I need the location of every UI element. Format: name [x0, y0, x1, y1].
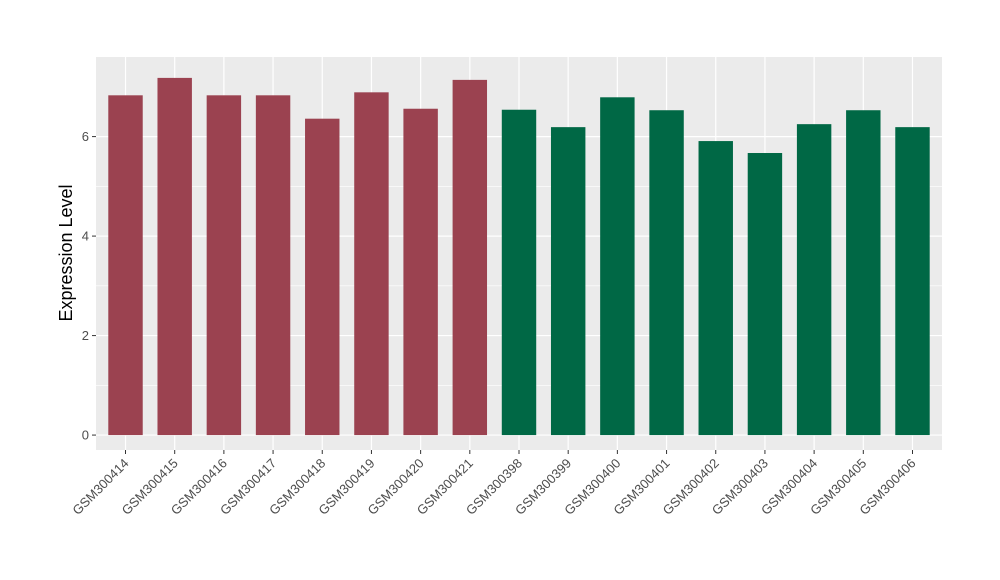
bar-GSM300415	[157, 77, 192, 436]
y-axis-title: Expression Level	[56, 184, 76, 321]
bar-GSM300420	[403, 108, 438, 436]
bar-GSM300403	[747, 153, 783, 436]
bar-GSM300401	[649, 110, 684, 436]
bar-GSM300398	[501, 109, 537, 436]
y-tick-label: 0	[82, 428, 89, 443]
y-tick-label: 4	[82, 229, 89, 244]
bar-GSM300416	[206, 95, 242, 436]
y-axis: 0 2 4 6	[82, 129, 96, 443]
x-axis: GSM300414GSM300415GSM300416GSM300417GSM3…	[69, 450, 919, 518]
bar-GSM300417	[255, 95, 291, 436]
bar-GSM300414	[108, 95, 143, 436]
bar-GSM300419	[354, 92, 389, 436]
bar-GSM300399	[550, 127, 586, 436]
bar-GSM300404	[796, 124, 832, 436]
bar-GSM300402	[698, 141, 733, 436]
bar-GSM300405	[846, 110, 881, 436]
bar-GSM300421	[452, 79, 488, 436]
y-tick-label: 6	[82, 129, 89, 144]
bar-GSM300406	[895, 127, 930, 436]
bars	[108, 77, 930, 436]
y-tick-label: 2	[82, 328, 89, 343]
bar-GSM300418	[305, 118, 340, 436]
bar-GSM300400	[600, 97, 635, 436]
